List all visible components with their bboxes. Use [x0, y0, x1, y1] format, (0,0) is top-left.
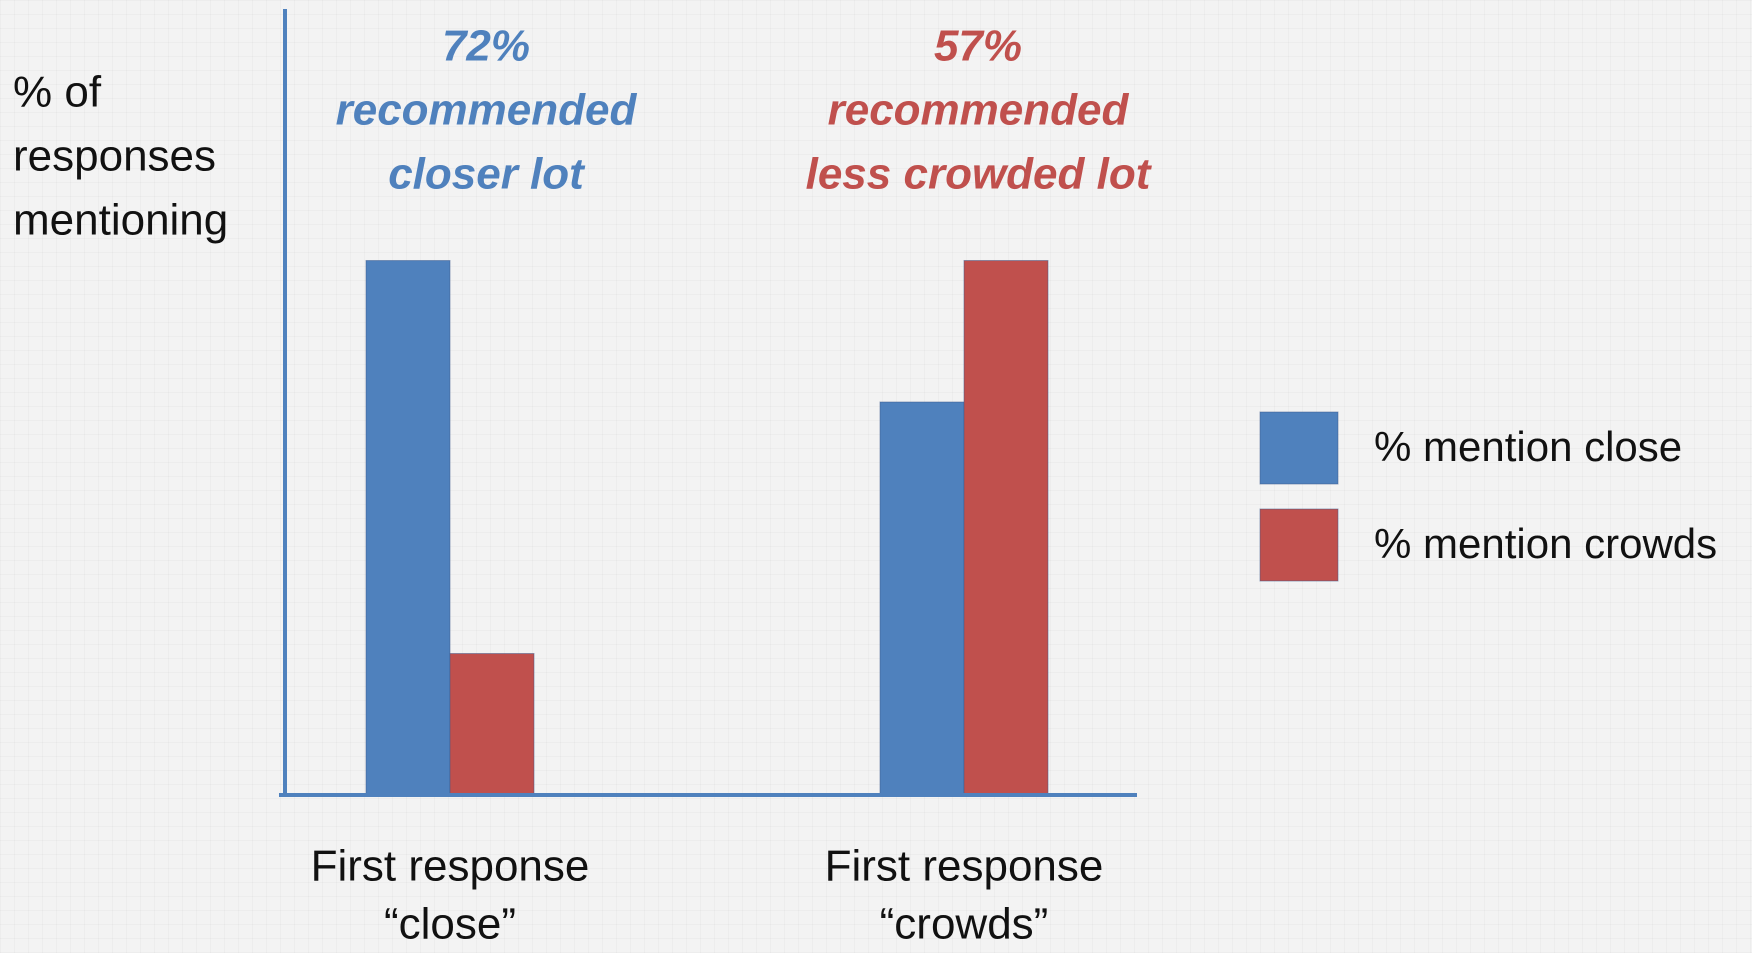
legend-swatch: [1259, 508, 1339, 582]
y-axis-label: responses: [13, 132, 216, 181]
y-axis-label: mentioning: [13, 196, 228, 245]
annotation: recommended: [336, 86, 638, 135]
x-tick-label: “close”: [384, 900, 516, 949]
bar: [449, 653, 535, 796]
y-axis-label: % of: [13, 68, 102, 117]
legend-label: % mention crowds: [1374, 520, 1717, 567]
legend-label: % mention close: [1374, 423, 1682, 470]
bar: [365, 260, 451, 796]
annotation: less crowded lot: [806, 150, 1153, 199]
annotation: 57%: [934, 22, 1022, 71]
annotation: recommended: [828, 86, 1130, 135]
x-tick-label: “crowds”: [880, 900, 1049, 949]
bar: [879, 401, 965, 796]
bar: [963, 260, 1049, 796]
legend-swatch: [1259, 411, 1339, 485]
x-tick-label: First response: [825, 842, 1104, 891]
x-tick-label: First response: [311, 842, 590, 891]
annotation: 72%: [442, 22, 530, 71]
annotation: closer lot: [388, 150, 586, 199]
